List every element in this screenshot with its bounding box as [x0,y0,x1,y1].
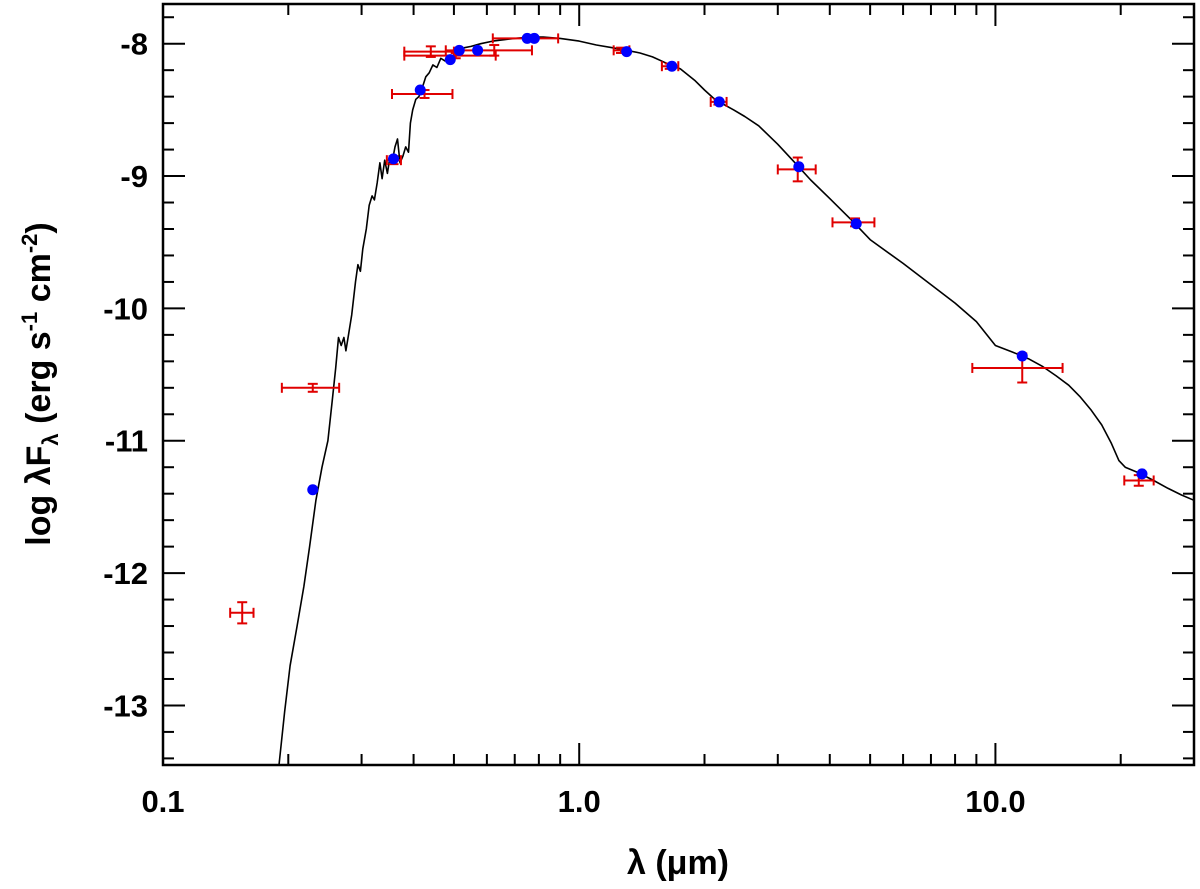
synthetic-point [444,54,456,66]
y-tick-label: -8 [120,27,148,62]
y-tick-label: -12 [103,556,148,591]
synthetic-point [1016,350,1028,362]
x-tick-labels: 0.1 1.0 10.0 [141,784,1025,819]
x-tick-label: 1.0 [558,784,601,819]
observed-point [229,601,255,625]
model-curve [278,36,1195,766]
y-axis-title: log λFλ (erg s-1 cm-2) [17,222,63,545]
x-tick-label: 10.0 [965,784,1025,819]
model-spectrum [278,36,1195,766]
y-tick-label: -9 [120,159,148,194]
synthetic-point [453,44,465,56]
synthetic-point [388,153,400,165]
synthetic-point [307,484,319,496]
synthetic-point [472,44,484,56]
observed-photometry [229,33,1155,625]
observed-point [280,382,341,393]
synthetic-point [621,46,633,58]
x-axis-title: λ (μm) [627,844,729,882]
y-tick-labels: -8 -9 -10 -11 -12 -13 [103,27,148,724]
x-tick-label: 0.1 [141,784,184,819]
synthetic-point [666,60,678,72]
y-tick-label: -11 [105,424,148,459]
plot-frame [161,2,1196,767]
synthetic-point [528,32,540,44]
y-tick-label: -13 [103,688,148,723]
synthetic-point [850,218,862,230]
synthetic-photometry [307,32,1148,496]
y-tick-label: -10 [103,291,148,326]
synthetic-point [793,161,805,173]
synthetic-point [414,84,426,96]
synthetic-point [1136,468,1148,480]
synthetic-point [713,96,725,108]
tick-marks [162,4,1195,765]
